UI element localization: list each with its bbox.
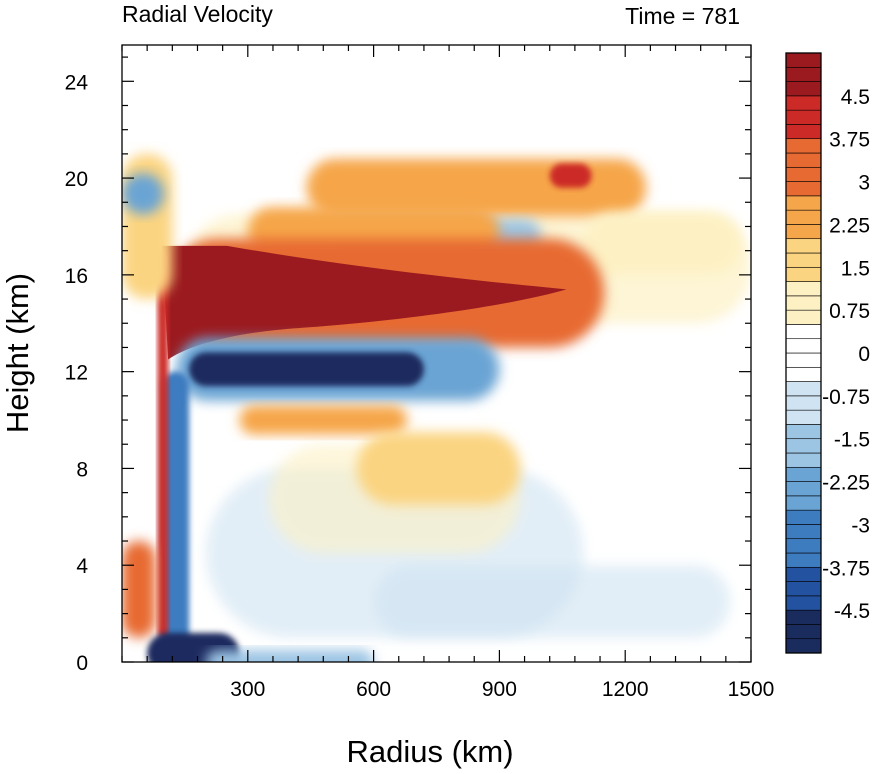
x-axis-label: Radius (km) <box>346 734 513 769</box>
colorbar-label: 3 <box>858 172 870 195</box>
colorbar-bin <box>785 424 822 440</box>
y-tick-label: 4 <box>76 555 88 578</box>
x-tick-label: 600 <box>356 678 391 701</box>
colorbar-bin <box>785 281 822 297</box>
colorbar-bin <box>785 495 822 511</box>
colorbar-label: -3.75 <box>822 557 870 580</box>
colorbar-bin <box>785 195 822 211</box>
colorbar-frame <box>785 52 822 654</box>
mid-positive-lower <box>356 432 521 505</box>
upper-positive-right <box>583 211 743 275</box>
colorbar-bin <box>785 509 822 525</box>
colorbar-bin <box>785 381 822 397</box>
colorbar-bin <box>785 409 822 425</box>
chart-title: Radial Velocity <box>122 1 273 27</box>
colorbar-bin <box>785 209 822 225</box>
mid-negative-core <box>189 352 424 387</box>
field-faint-negative-lower <box>373 565 731 638</box>
colorbar-bin <box>785 252 822 268</box>
x-tick-label: 300 <box>230 678 265 701</box>
colorbar-bin <box>785 581 822 597</box>
colorbar-bin <box>785 324 822 340</box>
y-tick-label: 20 <box>65 168 88 191</box>
colorbar-bin <box>785 566 822 582</box>
colorbar-bin <box>785 438 822 454</box>
colorbar-bin <box>785 138 822 154</box>
colorbar-bin <box>785 338 822 354</box>
colorbar-label: -1.5 <box>834 429 870 452</box>
y-tick-label: 24 <box>65 71 89 94</box>
colorbar-bin <box>785 266 822 282</box>
radial-velocity-field <box>122 153 751 662</box>
colorbar-bin <box>785 124 822 140</box>
colorbar <box>785 52 822 654</box>
inner-negative <box>122 173 164 215</box>
x-tick-label: 900 <box>482 678 517 701</box>
eyewall-outflow <box>157 250 169 638</box>
y-tick-label: 0 <box>76 652 88 675</box>
colorbar-label: 4.5 <box>841 86 870 109</box>
colorbar-bin <box>785 481 822 497</box>
colorbar-bin <box>785 95 822 111</box>
colorbar-bin <box>785 52 822 68</box>
colorbar-label: 0.75 <box>829 300 870 323</box>
colorbar-bin <box>785 152 822 168</box>
colorbar-bin <box>785 624 822 640</box>
colorbar-bin <box>785 552 822 568</box>
colorbar-label: -3 <box>851 514 870 537</box>
y-tick-label: 12 <box>65 362 88 385</box>
colorbar-bin <box>785 538 822 554</box>
colorbar-bin <box>785 309 822 325</box>
x-tick-label: 1200 <box>602 678 649 701</box>
axis-ticks <box>121 45 752 663</box>
y-tick-label: 16 <box>65 265 88 288</box>
x-tick-labels: 300 600 900 1200 1500 <box>230 678 774 701</box>
colorbar-bin <box>785 166 822 182</box>
colorbar-label: 0 <box>858 343 870 366</box>
colorbar-bin <box>785 66 822 82</box>
mid-positive-band <box>239 405 408 435</box>
colorbar-bin <box>785 524 822 540</box>
colorbar-labels: 4.5 3.75 3 2.25 1.5 0.75 0 -0.75 -1.5 -2.25 -3 -3.7… <box>822 86 870 623</box>
colorbar-bin <box>785 595 822 611</box>
colorbar-bin <box>785 352 822 368</box>
colorbar-bin <box>785 466 822 482</box>
y-tick-labels: 0 4 8 12 16 20 24 <box>65 71 89 675</box>
colorbar-bin <box>785 224 822 240</box>
plot-frame <box>121 44 752 663</box>
outflow-jet-core <box>161 245 567 360</box>
colorbar-bin <box>785 638 822 654</box>
upper-positive-core <box>549 163 592 188</box>
eyewall-inflow <box>161 371 190 662</box>
colorbar-bin <box>785 238 822 254</box>
colorbar-bin <box>785 109 822 125</box>
colorbar-bin <box>785 81 822 97</box>
colorbar-bin <box>785 452 822 468</box>
colorbar-label: -0.75 <box>822 386 870 409</box>
time-label: Time = 781 <box>625 3 740 29</box>
colorbar-label: -4.5 <box>834 600 870 623</box>
colorbar-label: -2.25 <box>822 472 870 495</box>
y-tick-label: 8 <box>76 458 88 481</box>
colorbar-bin <box>785 181 822 197</box>
x-tick-label: 1500 <box>728 678 775 701</box>
colorbar-label: 3.75 <box>829 129 870 152</box>
y-axis-label: Height (km) <box>0 273 35 433</box>
colorbar-bin <box>785 366 822 382</box>
colorbar-bin <box>785 609 822 625</box>
colorbar-label: 1.5 <box>841 257 870 280</box>
colorbar-bin <box>785 395 822 411</box>
colorbar-bin <box>785 295 822 311</box>
colorbar-label: 2.25 <box>829 214 870 237</box>
